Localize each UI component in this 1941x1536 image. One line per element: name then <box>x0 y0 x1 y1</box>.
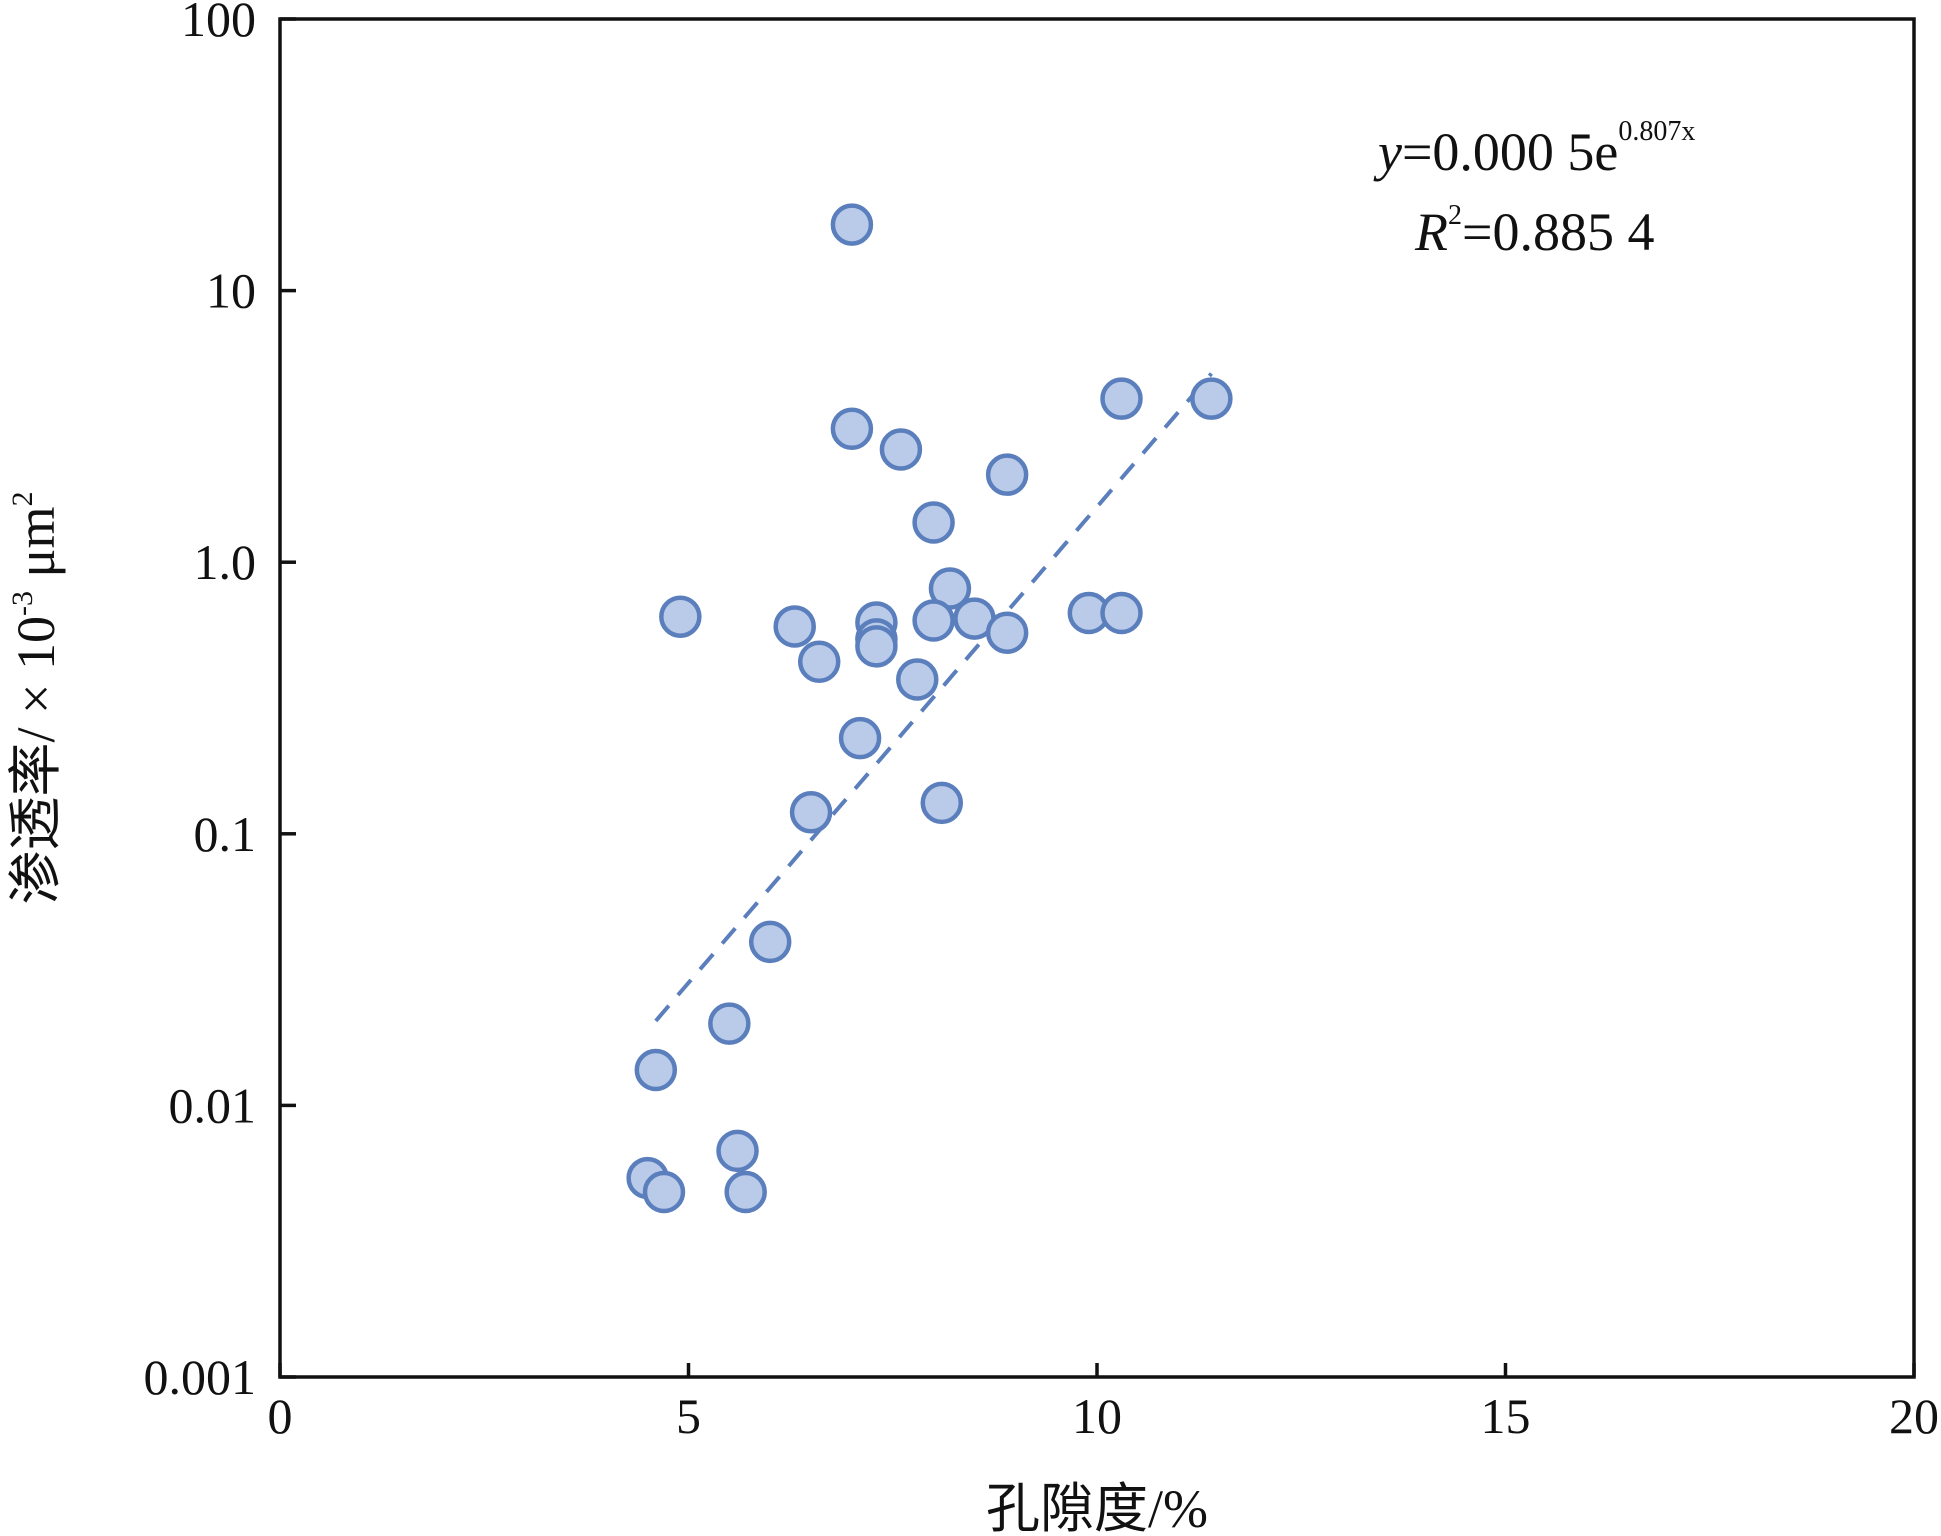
r-squared-exp: 2 <box>1448 200 1462 231</box>
trend-line <box>654 372 1213 1023</box>
data-point-26 <box>716 1129 759 1173</box>
trend-equation-y: y <box>1373 122 1402 182</box>
data-point-20 <box>838 716 882 760</box>
x-axis-label: 孔隙度/% <box>986 1479 1208 1536</box>
r-squared: R2=0.885 4 <box>1414 200 1654 262</box>
x-tick-label-0: 0 <box>268 1388 293 1444</box>
data-point-10 <box>797 640 841 683</box>
data-point-16 <box>985 611 1029 654</box>
data-point-22 <box>789 791 833 834</box>
data-point-23 <box>748 920 792 964</box>
x-axis-tick-labels: 0 5 10 15 20 <box>268 1388 1940 1444</box>
data-point-4 <box>1190 377 1233 420</box>
x-tick-label-3: 15 <box>1481 1388 1531 1444</box>
y-axis-label-prefix: 渗透率/ × 10 <box>6 616 66 904</box>
x-tick-label-4: 20 <box>1889 1388 1939 1444</box>
y-axis-tick-labels: 0.001 0.01 0.1 1.0 10 100 <box>144 0 257 1405</box>
y-tick-label-1: 0.01 <box>169 1077 257 1133</box>
trend-equation: y=0.000 5e0.807x <box>1373 116 1695 182</box>
y-axis-ticks <box>280 17 296 1379</box>
y-tick-label-0: 0.001 <box>144 1349 257 1405</box>
data-point-29 <box>724 1170 767 1214</box>
r-squared-value: =0.885 4 <box>1462 202 1654 262</box>
plot-frame <box>278 17 1916 1379</box>
data-point-5 <box>985 453 1029 496</box>
data-point-21 <box>920 781 964 825</box>
data-point-13 <box>855 625 898 668</box>
data-point-1 <box>830 407 874 450</box>
trend-equation-main: =0.000 5e <box>1402 122 1618 182</box>
r-squared-var: R <box>1414 202 1448 262</box>
data-point-9 <box>773 605 816 648</box>
data-point-14 <box>912 599 955 642</box>
data-point-6 <box>912 501 955 544</box>
data-point-18 <box>1100 591 1143 635</box>
y-axis-label-exp: -3 <box>6 591 39 616</box>
data-point-0 <box>830 203 874 246</box>
data-point-25 <box>634 1048 678 1092</box>
y-axis-label: 渗透率/ × 10-3 μm2 <box>6 492 66 905</box>
y-tick-label-3: 1.0 <box>194 534 257 590</box>
data-point-8 <box>659 595 702 638</box>
data-points <box>626 203 1233 1214</box>
y-tick-label-2: 0.1 <box>194 806 257 862</box>
x-axis-ticks <box>278 1363 1916 1377</box>
y-axis-label-unit: μm <box>6 507 66 591</box>
data-point-28 <box>642 1170 686 1214</box>
y-tick-label-5: 100 <box>181 0 256 47</box>
trend-equation-exp: 0.807x <box>1618 116 1695 147</box>
y-axis-label-unit-exp: 2 <box>6 492 39 507</box>
x-tick-label-1: 5 <box>676 1388 701 1444</box>
data-point-19 <box>896 658 939 701</box>
data-point-2 <box>879 428 923 471</box>
data-point-3 <box>1100 377 1143 420</box>
x-tick-label-2: 10 <box>1072 1388 1122 1444</box>
data-point-24 <box>708 1002 751 1045</box>
y-tick-label-4: 10 <box>206 263 256 319</box>
